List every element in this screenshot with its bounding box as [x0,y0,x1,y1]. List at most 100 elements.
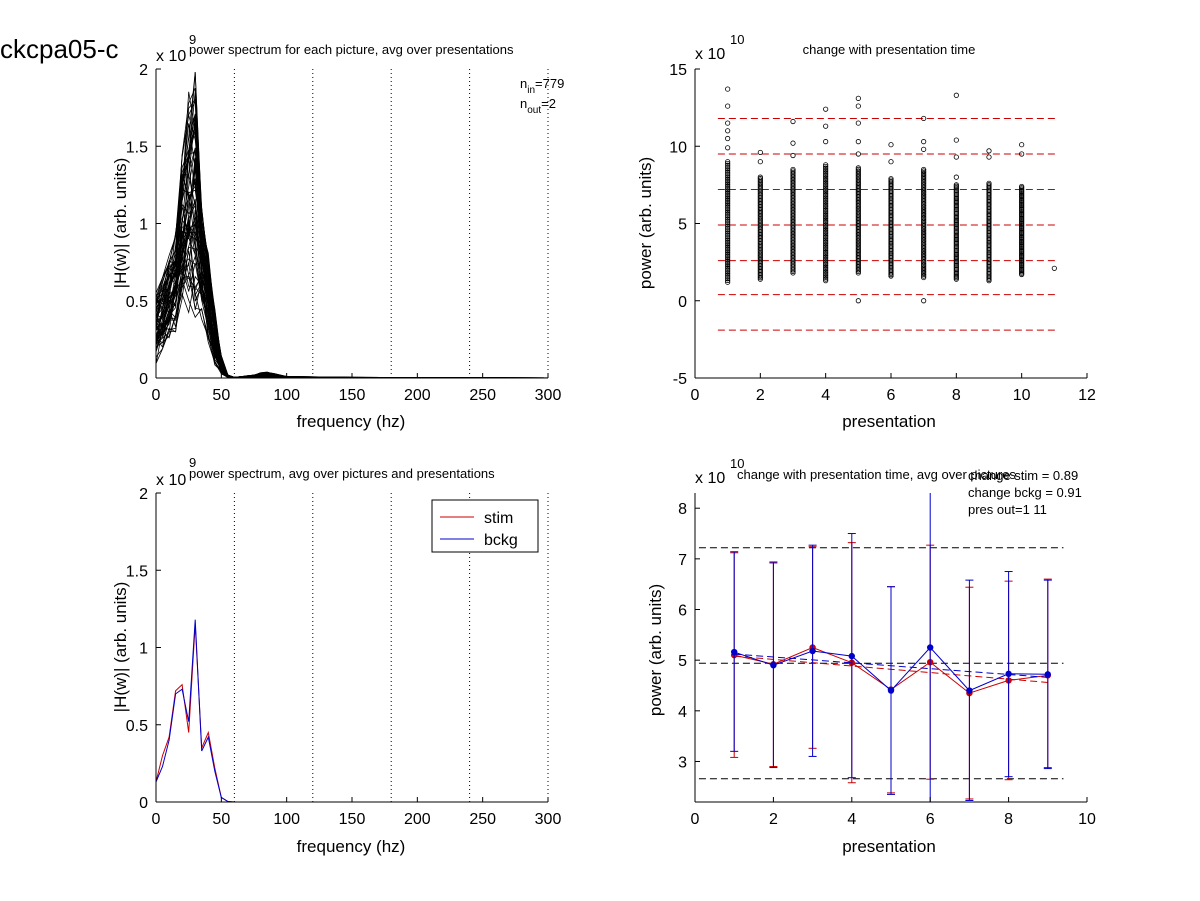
panel-power-spectrum-avg: power spectrum, avg over pictures and pr… [111,455,561,856]
p2-point [888,177,894,183]
panel2-exponent-base: x 10 [695,46,725,63]
p2-point [823,215,829,222]
p2-point [921,146,927,152]
p2-point [725,171,731,177]
panel-power-spectrum-each: power spectrum for each picture, avg ove… [111,32,564,431]
p2-point [823,251,829,257]
p4-y-tick-label: 5 [678,653,687,670]
panel2-ylabel: power (arb. units) [636,157,655,289]
p2-point [823,194,829,200]
p2-point [823,227,829,233]
panel4-ylabel: power (arb. units) [646,584,665,716]
p2-point [725,246,731,252]
p1-x-tick-label: 200 [404,387,431,404]
p2-point [725,209,731,215]
p2-point [757,176,763,182]
p2-point [757,159,763,165]
p2-point [823,241,829,247]
p2-point [1019,183,1025,190]
p2-point [823,252,829,259]
p2-point [921,115,927,122]
p1-x-tick-label: 300 [535,387,562,404]
p2-point [725,276,731,282]
p2-x-tick-label: 12 [1078,387,1096,404]
panel3-plot: 0 50 100 150 200 250 300 0 0.5 1 1.5 2 [126,486,562,828]
panel3-xlabel: frequency (hz) [297,837,406,856]
p3-x-tick-label: 50 [212,811,230,828]
p2-point [725,190,731,196]
panel1-title: power spectrum for each picture, avg ove… [189,42,514,57]
p2-point [986,182,992,188]
p2-point [725,248,731,254]
p2-point [888,178,894,185]
figure-title: ckcpa05-c [0,34,119,64]
p4-point-bckg [1005,670,1012,678]
p2-y-tick-label: 5 [678,217,687,234]
p2-point [823,220,829,227]
p2-point [725,145,731,151]
p2-point [725,135,731,142]
p2-point [757,149,763,156]
p2-point [1019,151,1025,157]
p2-point [725,270,731,277]
p2-x-tick-label: 0 [691,387,700,404]
p4-y-tick-label: 4 [678,704,687,721]
p2-point [823,247,829,254]
p2-point [725,244,731,250]
p2-point [823,209,829,215]
p4-point-bckg [887,687,895,694]
p2-point [823,182,829,188]
svg-text:nin=779: nin=779 [520,76,564,96]
p2-point [725,194,731,200]
p2-point [725,225,731,231]
p2-point [823,205,829,212]
p2-point [823,165,829,171]
p4-y-tick-label: 8 [678,501,687,518]
p2-point [953,137,959,143]
p2-point [725,199,731,205]
p2-point [855,95,861,101]
p2-point [790,169,796,176]
p2-point [823,266,829,272]
p2-point [823,236,829,242]
legend-label-stim: stim [484,510,513,527]
p2-point [823,249,829,255]
p2-point [725,202,731,208]
p2-point [823,190,829,196]
panel4-annotation-stim: change stim = 0.89 [968,468,1078,483]
p2-point [725,176,731,182]
p2-point [725,183,731,189]
p3-x-tick-label: 200 [404,811,431,828]
p3-x-tick-label: 0 [152,811,161,828]
p2-point [725,260,731,266]
p2-point [921,169,927,176]
p2-point [823,123,829,129]
p2-point [725,249,731,256]
p1-y-tick-label: 1 [139,217,148,234]
p2-point [725,120,731,126]
p4-y-tick-label: 7 [678,552,687,569]
p2-point [823,184,829,190]
p2-point [725,188,731,194]
p2-point [823,106,829,112]
p2-point [725,173,731,179]
p2-point [725,255,731,261]
p2-point [725,169,731,175]
p2-point [888,176,894,182]
p2-point [725,103,731,109]
p2-point [790,118,796,125]
p2-point [823,162,829,168]
p2-point [823,244,829,250]
panel4-xlabel: presentation [842,837,936,856]
p3-x-tick-label: 250 [469,811,496,828]
p2-point [757,174,763,180]
p2-point [725,174,731,181]
p2-point [725,262,731,268]
p2-point [725,235,731,242]
p2-point [823,226,829,232]
panel3-exponent-power: 9 [189,455,196,470]
p2-x-tick-label: 4 [821,387,830,404]
p2-point [725,279,731,285]
p2-point [953,174,959,180]
